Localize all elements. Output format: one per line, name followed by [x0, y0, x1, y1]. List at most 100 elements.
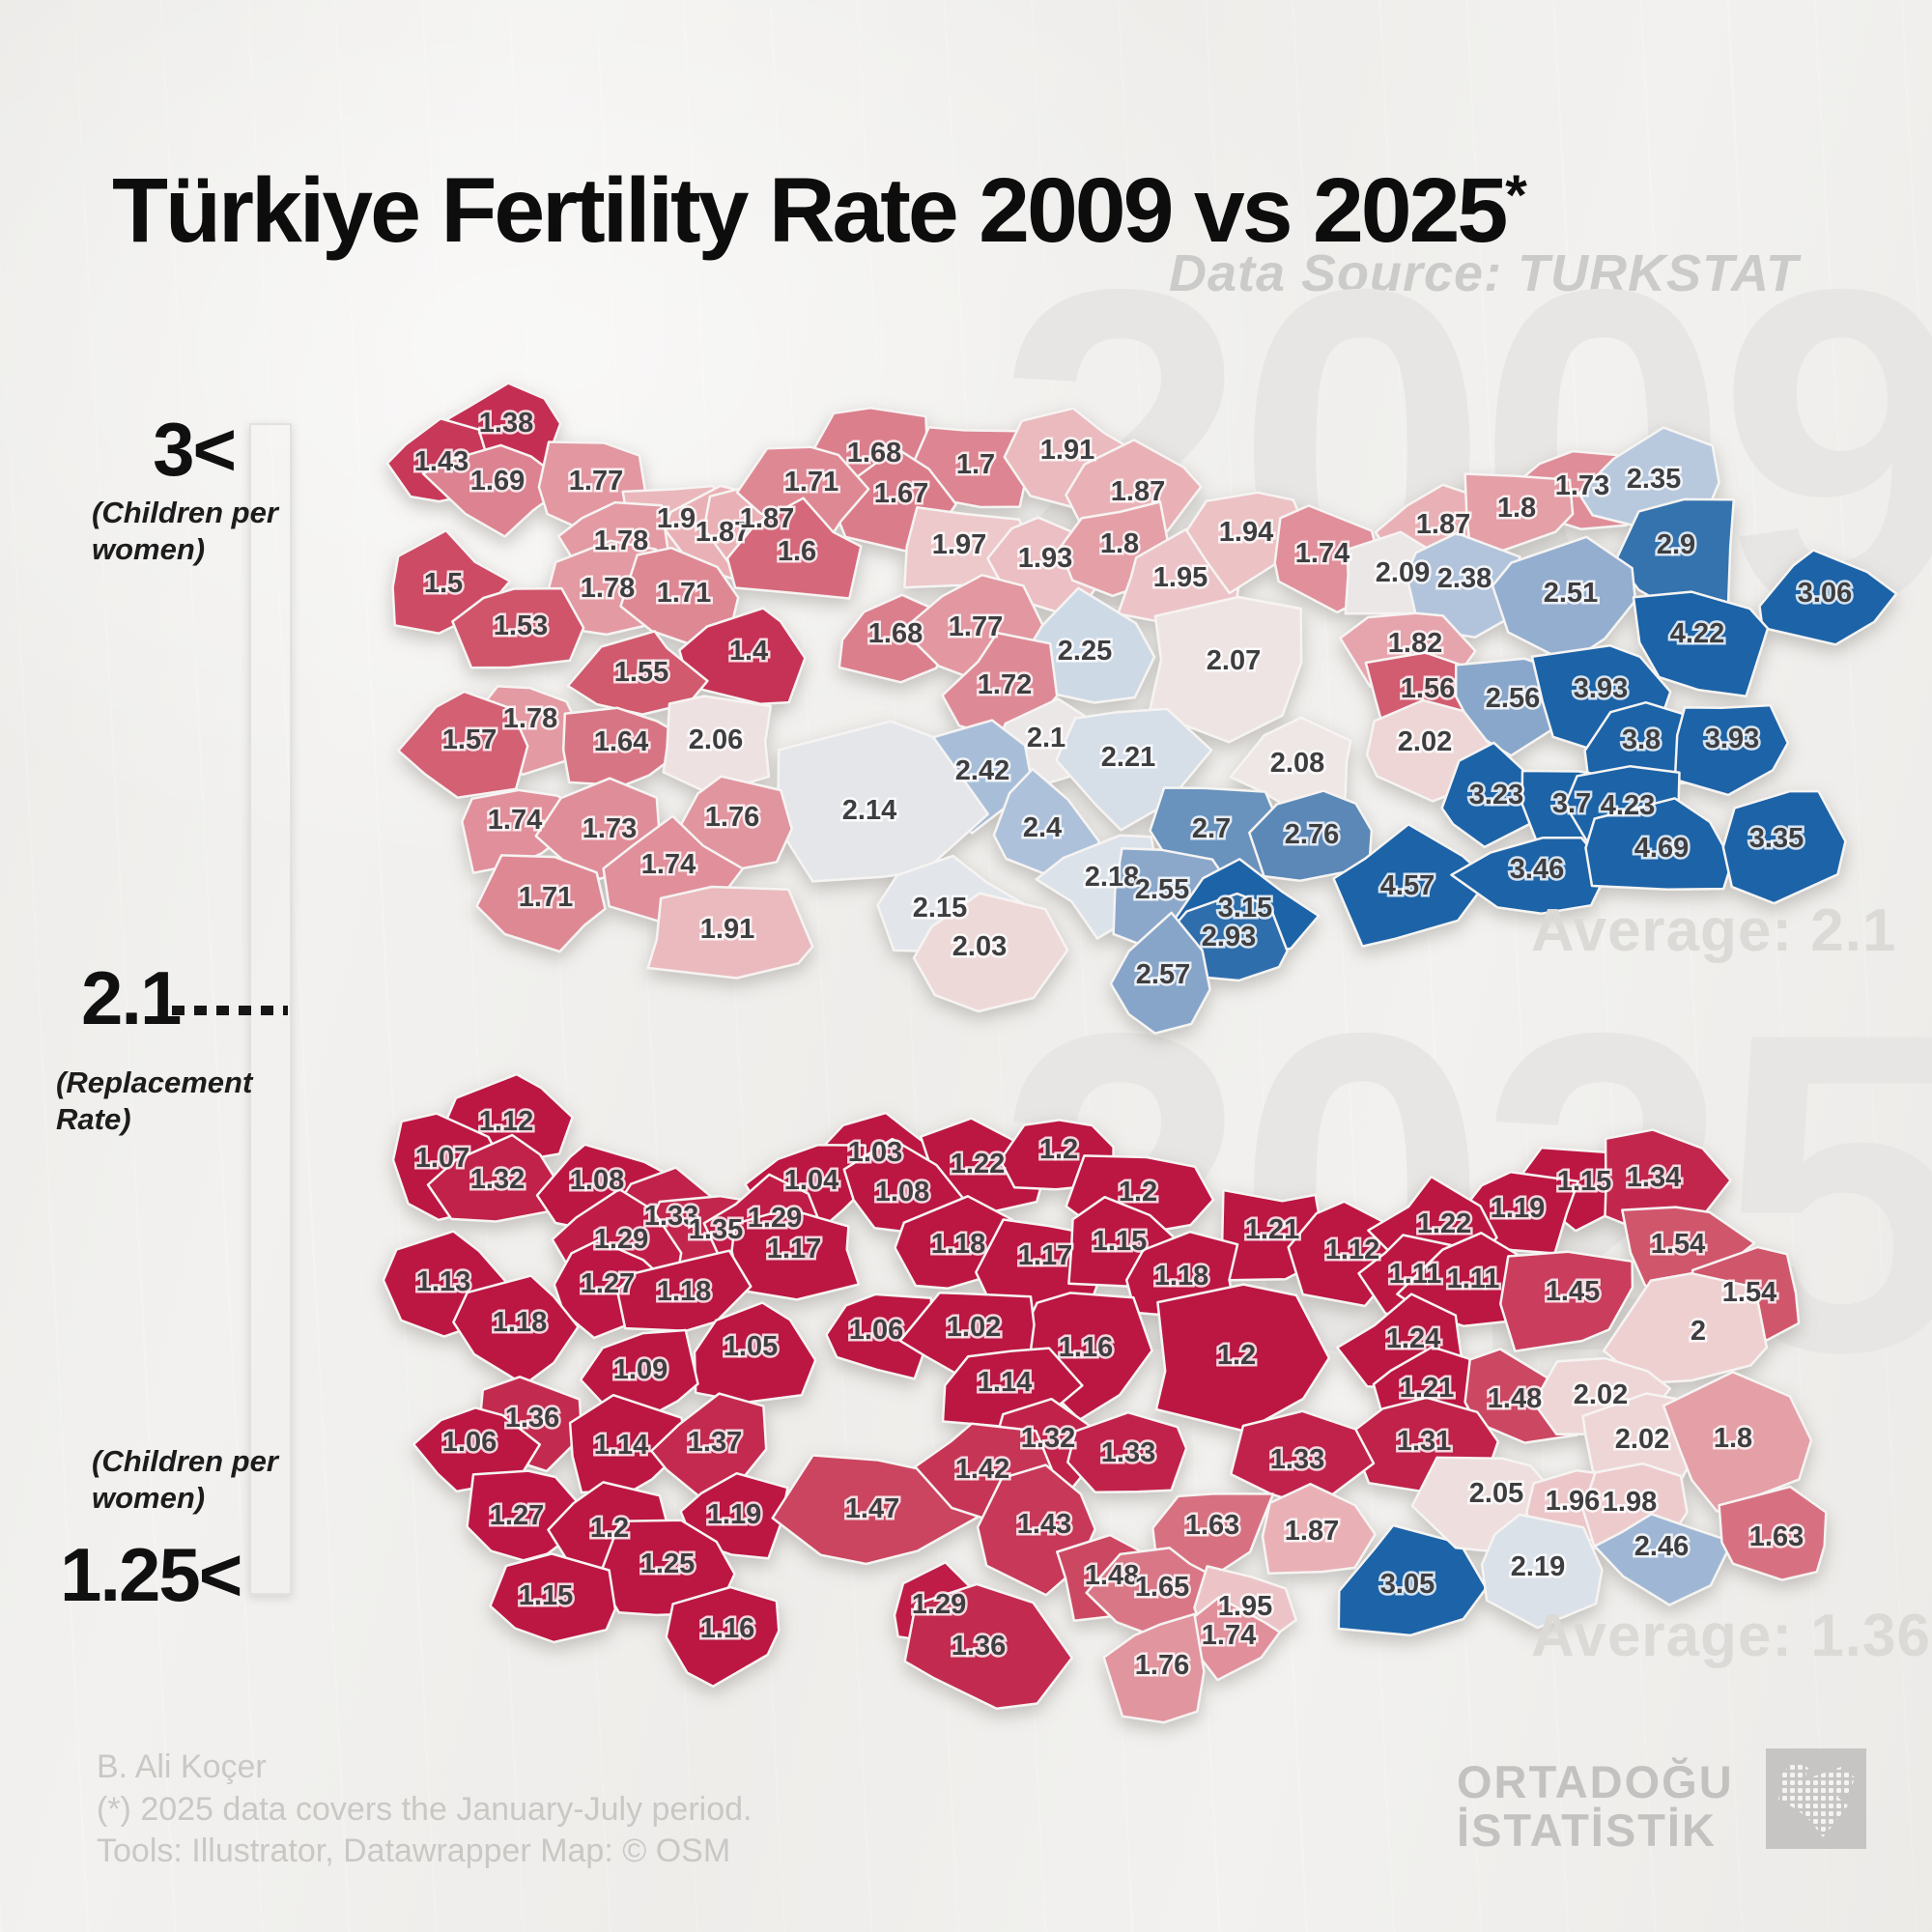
province-region[interactable] [1440, 741, 1556, 849]
province-region[interactable] [693, 1301, 817, 1404]
province-value-label: 1.71 [784, 467, 838, 497]
province-value-label: 3.8 [1622, 724, 1661, 755]
province-region[interactable] [1261, 1483, 1377, 1575]
province-region[interactable] [735, 445, 870, 546]
province-region[interactable] [1632, 590, 1770, 698]
province-region[interactable] [912, 892, 1069, 1013]
province-value-label: 2.08 [1270, 748, 1324, 779]
province-region[interactable] [1673, 703, 1790, 797]
province-region[interactable] [730, 1208, 861, 1301]
province-region[interactable] [1463, 472, 1575, 561]
province-region[interactable] [615, 1249, 753, 1332]
province-value-label: 2.42 [955, 755, 1009, 786]
province-value-label: 1.25 [640, 1548, 695, 1579]
province-value-label: 3.7 [1552, 788, 1591, 819]
page-title: Türkiye Fertility Rate 2009 vs 2025* [112, 158, 1527, 262]
province-region[interactable] [1405, 531, 1521, 639]
province-value-label: 1.95 [1153, 562, 1208, 593]
legend-replacement-value: 2.1 [81, 955, 182, 1040]
province-region[interactable] [475, 854, 607, 953]
province-region[interactable] [1499, 1250, 1634, 1352]
brand-wordmark: ORTADOĞU İSTATİSTİK [1457, 1756, 1734, 1856]
province-region[interactable] [1718, 1485, 1828, 1581]
province-value-label: 3.15 [1218, 893, 1272, 923]
province-value-label: 2.03 [952, 931, 1007, 962]
province-region[interactable] [1148, 595, 1303, 744]
province-region[interactable] [1066, 1410, 1188, 1493]
province-value-label: 1.13 [416, 1266, 470, 1297]
province-value-label: 1.17 [1018, 1240, 1072, 1271]
province-value-label: 1.74 [488, 805, 542, 836]
province-value-label: 2.51 [1544, 578, 1598, 609]
province-region[interactable] [489, 1552, 617, 1644]
province-region[interactable] [1450, 836, 1610, 915]
province-value-label: 1.55 [614, 657, 668, 688]
province-value-label: 4.69 [1634, 833, 1689, 864]
province-region[interactable] [1602, 1271, 1769, 1385]
province-region[interactable] [397, 690, 529, 799]
province-value-label: 1.98 [1603, 1487, 1657, 1518]
province-region[interactable] [1662, 1371, 1813, 1513]
province-value-label: 1.73 [1555, 470, 1609, 501]
province-value-label: 1.05 [724, 1331, 778, 1362]
province-value-label: 1.82 [1388, 628, 1442, 659]
province-region[interactable] [1332, 823, 1491, 948]
province-value-label: 3.46 [1510, 854, 1564, 885]
province-value-label: 1.36 [952, 1631, 1006, 1662]
province-value-label: 1.77 [569, 466, 623, 497]
province-value-label: 1.15 [519, 1580, 573, 1611]
province-value-label: 1.42 [955, 1454, 1009, 1485]
province-value-label: 1.18 [493, 1307, 547, 1338]
province-value-label: 2.93 [1202, 922, 1256, 952]
province-value-label: 1.68 [868, 618, 923, 649]
province-value-label: 1.64 [594, 726, 648, 757]
province-value-label: 1.15 [1093, 1226, 1147, 1257]
province-value-label: 1.15 [1557, 1166, 1611, 1197]
province-value-label: 1.14 [978, 1367, 1032, 1398]
tools-credit: Tools: Illustrator, Datawrapper Map: © O… [97, 1833, 731, 1870]
province-value-label: 1.78 [581, 573, 635, 604]
province-value-label: 1.33 [1101, 1437, 1155, 1468]
province-region[interactable] [421, 443, 570, 538]
province-value-label: 2.25 [1058, 636, 1112, 667]
province-value-label: 1.9 [657, 503, 696, 534]
province-region[interactable] [903, 1582, 1073, 1711]
province-region[interactable] [1154, 1283, 1331, 1433]
province-region[interactable] [1758, 549, 1898, 646]
province-value-label: 4.22 [1670, 618, 1724, 649]
province-region[interactable] [646, 885, 814, 980]
province-region[interactable] [1480, 1513, 1604, 1630]
province-region[interactable] [1185, 491, 1312, 595]
province-region[interactable] [1584, 797, 1734, 891]
province-region[interactable] [725, 497, 863, 600]
province-value-label: 2.14 [842, 795, 896, 826]
province-value-label: 2.15 [913, 893, 967, 923]
province-region[interactable] [665, 1585, 781, 1688]
province-value-label: 2.18 [1085, 862, 1139, 893]
province-region[interactable] [1337, 1523, 1488, 1637]
average-label-2009: Average: 2.1 [1531, 897, 1897, 964]
province-region[interactable] [1102, 1612, 1206, 1724]
province-region[interactable] [568, 1393, 688, 1494]
province-region[interactable] [426, 1133, 566, 1223]
data-source-label: Data Source: TURKSTAT [1168, 244, 1799, 302]
province-value-label: 1.27 [490, 1500, 544, 1531]
province-value-label: 2.76 [1285, 819, 1339, 850]
province-region[interactable] [561, 706, 696, 787]
province-region[interactable] [678, 607, 807, 705]
choropleth-map-2025: 1.121.071.32 1.081.031.041.331.35 1.291.29… [382, 1072, 1828, 1724]
province-value-label: 1.04 [784, 1165, 838, 1196]
province-value-label: 1.11 [1447, 1264, 1500, 1294]
province-value-label: 1.4 [729, 636, 768, 667]
province-region[interactable] [1593, 1513, 1734, 1606]
province-region[interactable] [1721, 789, 1847, 905]
province-value-label: 1.63 [1185, 1510, 1239, 1541]
province-region[interactable] [1109, 911, 1211, 1035]
province-region[interactable] [1055, 707, 1213, 832]
province-value-label: 1.08 [875, 1177, 929, 1208]
province-region[interactable] [825, 1293, 933, 1380]
province-value-label: 1.18 [657, 1276, 711, 1307]
province-region[interactable] [452, 1274, 580, 1386]
province-value-label: 1.87 [1416, 509, 1470, 540]
province-region[interactable] [451, 586, 585, 669]
